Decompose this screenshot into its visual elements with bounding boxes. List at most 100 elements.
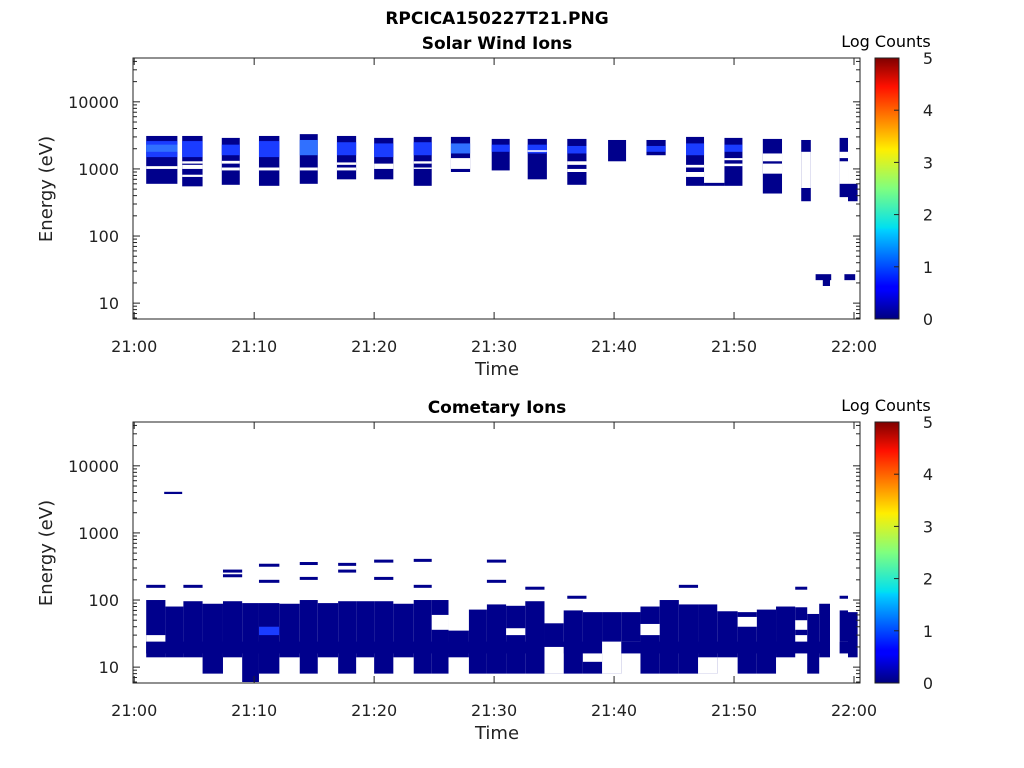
solar-wind-cell-29 — [686, 143, 705, 156]
cometary-xtick-label-6: 22:00 — [831, 701, 877, 720]
solar-wind-cbtick-label-3: 3 — [923, 153, 933, 172]
cometary-line-3 — [222, 574, 243, 578]
solar-wind-cell-27 — [646, 145, 666, 152]
solar-wind-gap-16 — [567, 161, 587, 165]
solar-wind-xtick-label-6: 22:00 — [831, 337, 877, 356]
solar-wind-gap-21 — [686, 164, 705, 168]
solar-wind-gap-14 — [527, 150, 547, 152]
cometary-cbtick-label-1: 1 — [923, 622, 933, 641]
cometary-ytick-label-2: 1000 — [78, 524, 119, 543]
solar-wind-gap-8 — [336, 167, 357, 171]
cometary-line-7 — [299, 576, 318, 580]
cometary-cell-17 — [431, 600, 449, 674]
cometary-cell-40 — [848, 612, 858, 658]
solar-wind-gap-26 — [801, 151, 811, 188]
solar-wind-gap-13 — [450, 158, 471, 169]
solar-wind-ytick-label-0: 10 — [99, 294, 119, 313]
cometary-line-19 — [795, 586, 808, 590]
solar-wind-cbtick-label-1: 1 — [923, 258, 933, 277]
cometary-gap-1 — [431, 614, 449, 630]
cometary-cell-30 — [678, 604, 699, 674]
solar-wind-gap-17 — [608, 162, 627, 178]
solar-wind-cell-38 — [848, 183, 858, 202]
solar-wind-gap-2 — [182, 164, 203, 169]
cometary-line-10 — [374, 559, 394, 563]
solar-wind-gap-22 — [724, 163, 743, 167]
cometary-gap-0 — [146, 635, 166, 642]
solar-wind-cbtick-label-4: 4 — [923, 101, 933, 120]
cometary-cell-16 — [413, 600, 432, 674]
solar-wind-cbtick-label-2: 2 — [923, 206, 933, 225]
cometary-cell-41 — [146, 641, 855, 654]
cometary-cbtick-label-0: 0 — [923, 674, 933, 693]
cometary-cell-0 — [164, 491, 183, 495]
solar-wind-cell-18 — [450, 143, 471, 154]
solar-wind-gap-12 — [413, 161, 432, 164]
cometary-cell-4 — [202, 603, 223, 674]
cometary-gap-6 — [640, 623, 660, 636]
solar-wind-cell-4 — [182, 141, 203, 158]
solar-wind-cell-35 — [815, 274, 832, 281]
cometary-spectrogram — [146, 491, 858, 683]
cometary-colorbar — [874, 421, 900, 684]
solar-wind-cell-25 — [608, 139, 627, 162]
cometary-gap-7 — [698, 657, 718, 674]
cometary-axes-frame — [132, 421, 861, 684]
cometary-line-6 — [299, 562, 318, 566]
cometary-gap-9 — [795, 620, 808, 630]
solar-wind-ytick-label-3: 10000 — [68, 93, 119, 112]
solar-wind-cell-6 — [221, 144, 240, 156]
solar-wind-cell-36 — [822, 277, 831, 286]
solar-wind-xtick-label-4: 21:40 — [591, 337, 637, 356]
solar-wind-gap-10 — [374, 163, 394, 169]
cometary-cell-38 — [819, 603, 831, 658]
cometary-colorbar-title: Log Counts — [841, 396, 931, 415]
cometary-cell-29 — [659, 600, 679, 674]
solar-wind-gap-6 — [258, 167, 280, 171]
solar-wind-cell-22 — [527, 144, 547, 154]
solar-wind-xtick-label-1: 21:10 — [231, 337, 277, 356]
cometary-line-13 — [413, 584, 432, 588]
cometary-line-5 — [258, 579, 280, 583]
cometary-line-8 — [338, 562, 357, 566]
cometary-gap-8 — [737, 616, 757, 627]
solar-wind-spectrogram — [146, 134, 858, 286]
cometary-line-15 — [486, 579, 507, 583]
solar-wind-cell-19 — [491, 138, 510, 171]
cometary-gap-5 — [602, 641, 622, 674]
cometary-xtick-label-1: 21:10 — [231, 701, 277, 720]
solar-wind-cell-10 — [299, 139, 318, 156]
cometary-xtick-label-2: 21:20 — [351, 701, 397, 720]
cometary-xtick-label-4: 21:40 — [591, 701, 637, 720]
solar-wind-gap-9 — [336, 162, 357, 165]
cometary-xlabel: Time — [474, 723, 519, 744]
cometary-ytick-label-1: 100 — [88, 591, 119, 610]
cometary-gap-4 — [582, 653, 603, 662]
solar-wind-gap-0 — [146, 166, 178, 169]
solar-wind-colorbar-title: Log Counts — [841, 32, 931, 51]
cometary-cell-7 — [258, 603, 280, 674]
cometary-cbtick-label-4: 4 — [923, 465, 933, 484]
cometary-cell-31 — [698, 604, 718, 674]
solar-wind-gap-4 — [221, 167, 240, 171]
cometary-line-2 — [222, 569, 243, 573]
cometary-cell-22 — [525, 601, 545, 674]
solar-wind-gap-18 — [646, 168, 666, 172]
solar-wind-colorbar — [874, 57, 900, 320]
solar-wind-gap-11 — [413, 167, 432, 169]
figure-title: RPCICA150227T21.PNG — [385, 9, 608, 29]
cometary-ytick-label-3: 10000 — [68, 457, 119, 476]
solar-wind-gap-1 — [182, 174, 203, 177]
solar-wind-ytick-label-2: 1000 — [78, 160, 119, 179]
solar-wind-cell-8 — [258, 141, 280, 158]
solar-wind-gap-24 — [762, 163, 783, 174]
solar-wind-cbtick-label-5: 5 — [923, 49, 933, 68]
solar-wind-gap-7 — [299, 167, 318, 171]
cometary-title: Cometary Ions — [428, 398, 567, 418]
cometary-cell-8 — [258, 626, 280, 636]
cometary-cbtick-label-2: 2 — [923, 570, 933, 589]
cometary-line-18 — [678, 584, 699, 588]
